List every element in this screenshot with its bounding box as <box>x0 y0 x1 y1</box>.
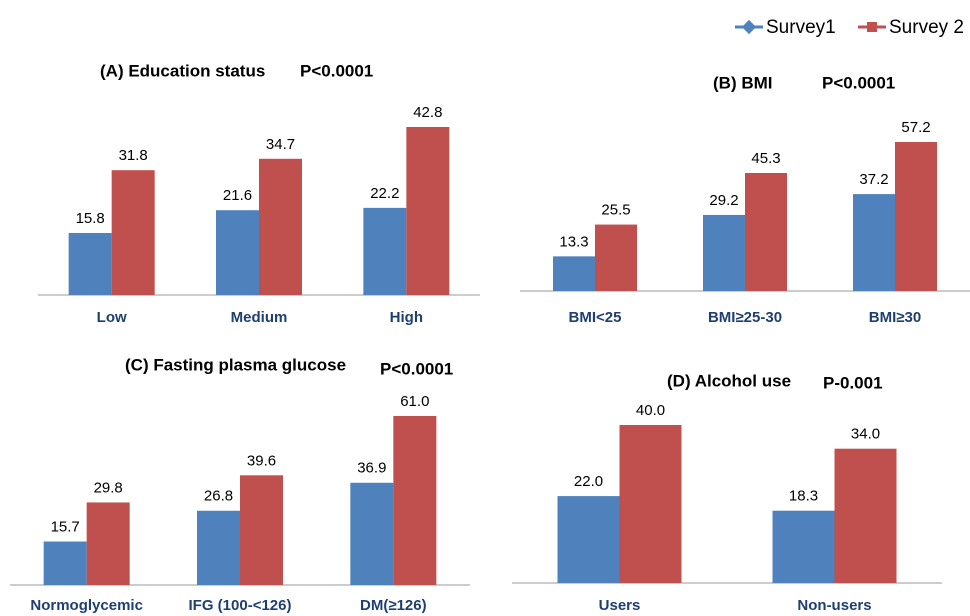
data-label: 37.2 <box>859 171 888 188</box>
data-label: 13.3 <box>559 233 588 250</box>
x-tick-label: Medium <box>231 309 288 326</box>
data-label: 36.9 <box>357 460 386 477</box>
x-tick-label: DM(≥126) <box>360 597 427 614</box>
x-tick-label: Users <box>599 597 641 614</box>
data-label: 29.2 <box>709 192 738 209</box>
bar <box>557 496 620 583</box>
bar <box>406 127 450 295</box>
data-label: 15.8 <box>76 210 105 227</box>
data-label: 15.7 <box>51 518 80 535</box>
data-label: 34.7 <box>266 136 295 153</box>
data-label: 31.8 <box>119 147 148 164</box>
data-label: 18.3 <box>789 488 818 505</box>
p-value: P<0.0001 <box>300 61 373 80</box>
bar <box>703 214 745 291</box>
data-label: 45.3 <box>751 150 780 167</box>
data-label: 61.0 <box>400 393 429 410</box>
bar <box>259 158 302 295</box>
bar <box>595 224 637 291</box>
x-tick-label: Normoglycemic <box>30 597 143 614</box>
x-tick-label: BMI≥25-30 <box>708 309 782 326</box>
bar <box>553 256 595 291</box>
bar <box>197 510 240 585</box>
panel-title: (A) Education status <box>100 61 265 80</box>
p-value: P<0.0001 <box>822 73 895 92</box>
data-label: 21.6 <box>223 187 252 204</box>
bar <box>111 170 155 295</box>
bar <box>86 502 130 585</box>
x-tick-label: BMI≥30 <box>869 309 921 326</box>
bar <box>216 210 259 295</box>
legend-label: Survey1 <box>766 17 836 38</box>
panel-title: (B) BMI <box>713 73 772 92</box>
legend-marker <box>741 19 757 35</box>
data-label: 29.8 <box>94 479 123 496</box>
data-label: 42.8 <box>413 104 442 121</box>
bar <box>68 232 112 295</box>
p-value: P-0.001 <box>823 373 883 392</box>
data-label: 26.8 <box>204 488 233 505</box>
bar <box>619 425 682 583</box>
x-tick-label: Non-users <box>797 597 871 614</box>
panel-title: (C) Fasting plasma glucose <box>125 355 346 374</box>
bar <box>745 172 787 291</box>
bar <box>895 142 937 291</box>
bar <box>853 194 895 291</box>
data-label: 22.2 <box>370 185 399 202</box>
data-label: 40.0 <box>636 402 665 419</box>
data-label: 39.6 <box>247 452 276 469</box>
legend-marker <box>867 22 877 32</box>
bar <box>43 541 87 585</box>
data-label: 22.0 <box>574 473 603 490</box>
bar <box>393 416 437 585</box>
x-tick-label: IFG (100-<126) <box>189 597 292 614</box>
bar <box>834 448 897 583</box>
x-tick-label: BMI<25 <box>569 309 622 326</box>
bar <box>350 482 394 585</box>
x-tick-label: High <box>390 309 423 326</box>
bar <box>363 207 407 295</box>
data-label: 57.2 <box>901 119 930 136</box>
data-label: 34.0 <box>851 426 880 443</box>
legend-label: Survey 2 <box>889 17 964 38</box>
x-tick-label: Low <box>97 309 127 326</box>
panel-title: (D) Alcohol use <box>667 371 791 390</box>
bar <box>240 475 283 585</box>
p-value: P<0.0001 <box>380 359 453 378</box>
data-label: 25.5 <box>601 202 630 219</box>
bar <box>772 510 835 583</box>
